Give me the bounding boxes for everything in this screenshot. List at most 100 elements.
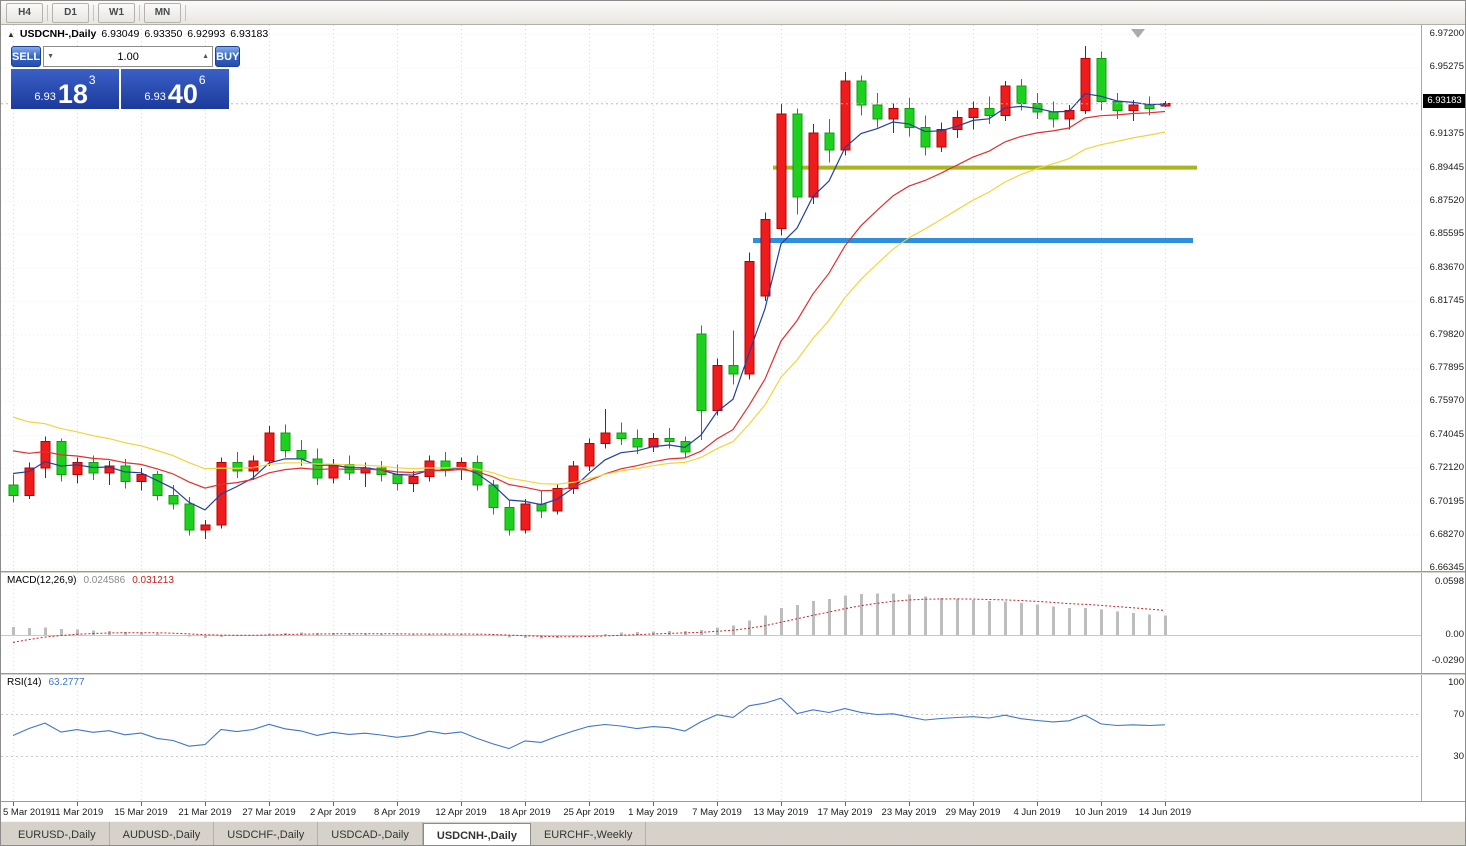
time-axis-tick xyxy=(1037,802,1038,806)
macd-panel: MACD(12,26,9) 0.024586 0.031213 0.0598 0.… xyxy=(1,573,1465,673)
time-axis-tick xyxy=(973,802,974,806)
rsi-axis-label: 30 xyxy=(1453,750,1464,762)
toolbar-separator xyxy=(93,4,94,21)
buy-button[interactable]: BUY xyxy=(215,46,241,67)
macd-axis-label: 0.0598 xyxy=(1434,576,1464,587)
rsi-plot: RSI(14) 63.2777 xyxy=(1,675,1421,801)
time-axis-label: 5 Mar 2019 xyxy=(3,807,52,818)
ma-line-slow xyxy=(12,131,1166,485)
time-axis-label: 14 Jun 2019 xyxy=(1138,807,1192,818)
time-axis-label: 8 Apr 2019 xyxy=(374,807,420,818)
time-axis-tick xyxy=(77,802,78,806)
time-axis-label: 15 Mar 2019 xyxy=(114,807,168,818)
sell-price-display[interactable]: 6.93 18 3 xyxy=(11,69,119,109)
chart-tab-eurusd-daily[interactable]: EURUSD-,Daily xyxy=(5,822,110,845)
buy-price-main: 6.93 xyxy=(144,91,166,103)
panel-splitter[interactable] xyxy=(1,571,1465,573)
timeframe-button-mn[interactable]: MN xyxy=(144,2,181,23)
time-axis-tick xyxy=(589,802,590,806)
price-panel: ▲ USDCNH-,Daily 6.93049 6.93350 6.92993 … xyxy=(1,25,1465,574)
price-axis-label: 6.95275 xyxy=(1429,61,1464,73)
time-axis-tick xyxy=(13,802,14,806)
macd-main-value: 0.024586 xyxy=(83,575,126,586)
price-axis-label: 6.75970 xyxy=(1429,395,1464,407)
price-axis-label: 6.72120 xyxy=(1429,462,1464,474)
toolbar-separator xyxy=(47,4,48,21)
price-axis-label: 6.81745 xyxy=(1429,295,1464,307)
volume-input[interactable] xyxy=(57,50,200,63)
time-axis-tick xyxy=(333,802,334,806)
price-axis-label: 6.91375 xyxy=(1429,128,1464,140)
price-axis-label: 6.83670 xyxy=(1429,261,1464,273)
volume-decrease-button[interactable]: ▼ xyxy=(47,53,55,60)
time-axis-tick xyxy=(141,802,142,806)
buy-price-sup: 6 xyxy=(198,73,206,87)
time-axis-label: 17 May 2019 xyxy=(817,807,873,818)
price-chart-plot[interactable]: ▲ USDCNH-,Daily 6.93049 6.93350 6.92993 … xyxy=(1,25,1421,571)
tab-label: USDCNH-,Daily xyxy=(436,829,517,842)
rsi-label: RSI(14) xyxy=(7,677,42,688)
chart-tab-usdcnh-daily[interactable]: USDCNH-,Daily xyxy=(422,823,531,845)
time-axis-label: 25 Apr 2019 xyxy=(563,807,615,818)
time-axis-tick xyxy=(397,802,398,806)
buy-price-display[interactable]: 6.93 40 6 xyxy=(121,69,229,109)
time-axis-tick xyxy=(845,802,846,806)
time-axis-label: 4 Jun 2019 xyxy=(1013,807,1061,818)
time-axis-label: 27 Mar 2019 xyxy=(242,807,296,818)
close-value: 6.93183 xyxy=(230,28,269,40)
time-axis-label: 12 Apr 2019 xyxy=(435,807,487,818)
current-price-badge: 6.93183 xyxy=(1423,94,1465,108)
time-axis-label: 29 May 2019 xyxy=(945,807,1001,818)
chart-tab-audusd-daily[interactable]: AUDUSD-,Daily xyxy=(110,822,215,845)
ma-line-medium xyxy=(12,110,1166,492)
time-axis-label: 1 May 2019 xyxy=(628,807,678,818)
sell-button[interactable]: SELL xyxy=(11,46,42,67)
price-axis-label: 6.66345 xyxy=(1429,562,1464,574)
macd-axis: 0.0598 0.00 -0.0290 xyxy=(1421,573,1465,673)
price-axis-label: 6.70195 xyxy=(1429,495,1464,507)
macd-axis-label: -0.0290 xyxy=(1431,655,1464,666)
volume-increase-button[interactable]: ▲ xyxy=(202,53,210,60)
time-axis-tick xyxy=(1101,802,1102,806)
one-click-toggle-icon[interactable]: ▲ xyxy=(7,29,15,39)
rsi-value: 63.2777 xyxy=(48,677,85,688)
time-axis-label: 7 May 2019 xyxy=(692,807,742,818)
candles-group xyxy=(8,46,1171,539)
timeframe-button-w1[interactable]: W1 xyxy=(98,2,135,23)
buy-price-big: 40 xyxy=(167,79,198,110)
chart-shift-marker[interactable] xyxy=(1131,29,1145,38)
timeframe-button-d1[interactable]: D1 xyxy=(52,2,89,23)
time-axis-tick xyxy=(781,802,782,806)
price-axis-label: 6.89445 xyxy=(1429,161,1464,173)
rsi-label-row: RSI(14) 63.2777 xyxy=(7,677,85,688)
chart-tab-eurchf-weekly[interactable]: EURCHF-,Weekly xyxy=(531,822,647,845)
rsi-line xyxy=(12,697,1166,750)
price-axis[interactable]: 6.93183 6.97200 6.95275 6.91375 6.89445 6.87… xyxy=(1421,25,1465,574)
time-axis-tick xyxy=(717,802,718,806)
time-axis-tick xyxy=(1165,802,1166,806)
sell-price-sup: 3 xyxy=(88,73,96,87)
macd-signal-value: 0.031213 xyxy=(132,575,174,586)
tab-label: AUDUSD-,Daily xyxy=(122,828,201,841)
price-axis-label: 6.68270 xyxy=(1429,529,1464,540)
tab-label: EURCHF-,Weekly xyxy=(543,828,633,841)
rsi-panel: RSI(14) 63.2777 100 70 30 xyxy=(1,675,1465,801)
timeframe-button-h4[interactable]: H4 xyxy=(6,2,43,23)
chart-tab-usdcad-daily[interactable]: USDCAD-,Daily xyxy=(318,822,423,845)
chart-title: ▲ USDCNH-,Daily 6.93049 6.93350 6.92993 … xyxy=(7,28,268,40)
price-axis-label: 6.74045 xyxy=(1429,428,1464,440)
time-axis-label: 23 May 2019 xyxy=(881,807,937,818)
toolbar-separator xyxy=(139,4,140,21)
macd-axis-label: 0.00 xyxy=(1445,629,1465,640)
low-value: 6.92993 xyxy=(187,28,226,40)
panel-splitter[interactable] xyxy=(1,673,1465,675)
chart-tab-usdchf-daily[interactable]: USDCHF-,Daily xyxy=(214,822,319,845)
time-axis-label: 21 Mar 2019 xyxy=(178,807,232,818)
price-axis-label: 6.97200 xyxy=(1429,28,1464,39)
high-value: 6.93350 xyxy=(144,28,183,40)
price-axis-label: 6.87520 xyxy=(1429,195,1464,206)
macd-label: MACD(12,26,9) xyxy=(7,575,77,586)
time-axis-label: 11 Mar 2019 xyxy=(50,807,104,818)
time-axis[interactable]: 5 Mar 2019 11 Mar 2019 15 Mar 2019 21 Mar 2… xyxy=(1,801,1465,821)
